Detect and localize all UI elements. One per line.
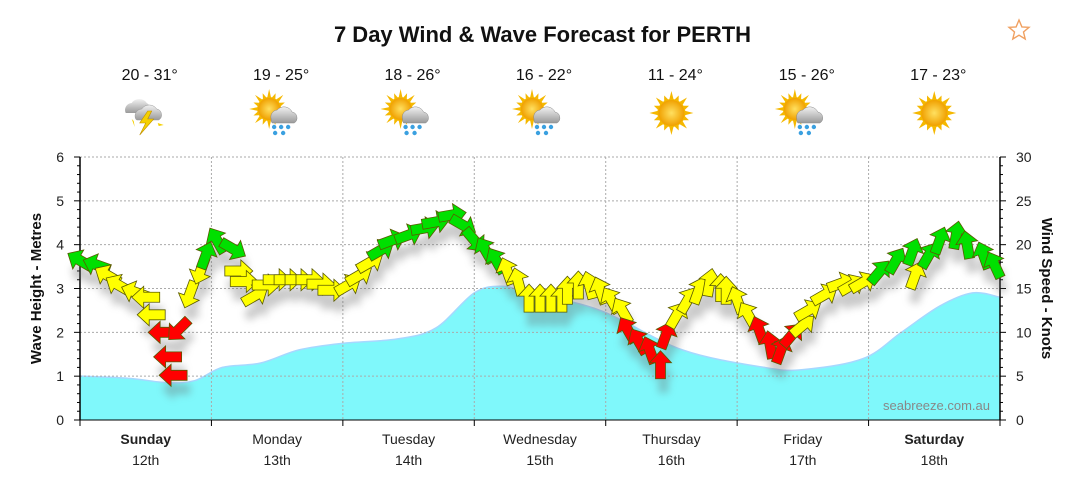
temperature-range: 11 - 24°: [648, 67, 703, 84]
storm-icon: [125, 98, 164, 136]
left-tick-label: 1: [56, 368, 64, 384]
wind-arrow-shadow: [869, 275, 893, 300]
wind-arrow: [158, 363, 188, 388]
temperature-range: 18 - 26°: [384, 67, 440, 84]
date-label: 18th: [921, 452, 948, 468]
right-tick-label: 10: [1016, 324, 1032, 340]
right-tick-label: 15: [1016, 281, 1032, 297]
date-label: 13th: [264, 452, 291, 468]
left-tick-label: 6: [56, 149, 64, 165]
date-label: 16th: [658, 452, 685, 468]
right-axis-title: Wind Speed - Knots: [1038, 218, 1055, 360]
date-label: 17th: [789, 452, 816, 468]
wind-arrow: [904, 261, 927, 291]
day-label: Sunday: [120, 431, 171, 447]
wind-arrow: [698, 267, 722, 298]
wind-arrow: [168, 315, 193, 341]
wind-arrow-shadow: [243, 298, 271, 321]
wind-arrows: [67, 202, 1006, 388]
left-axis-title: Wave Height - Metres: [28, 213, 45, 364]
wave-height-area: [80, 286, 1000, 420]
right-tick-label: 20: [1016, 237, 1032, 253]
wind-arrow: [131, 285, 161, 310]
temperature-range: 15 - 26°: [779, 67, 835, 84]
right-tick-label: 25: [1016, 193, 1032, 209]
wind-arrow-shadow: [171, 330, 196, 354]
sun-cloud-rain-icon: [774, 89, 823, 136]
day-label: Wednesday: [503, 431, 577, 447]
wind-arrow: [648, 350, 673, 380]
day-label: Friday: [783, 431, 822, 447]
wind-arrow: [901, 237, 925, 268]
right-tick-label: 30: [1016, 149, 1032, 165]
temperature-range: 20 - 31°: [122, 67, 178, 84]
temperature-range: 19 - 25°: [253, 67, 309, 84]
temperature-range: 16 - 22°: [516, 67, 572, 84]
day-label: Saturday: [904, 431, 964, 447]
wind-arrow: [944, 220, 969, 251]
date-label: 14th: [395, 452, 422, 468]
day-label: Monday: [252, 431, 302, 447]
left-tick-label: 4: [56, 237, 64, 253]
wave-height-line: [79, 285, 1001, 384]
left-tick-label: 5: [56, 193, 64, 209]
watermark: seabreeze.com.au: [883, 398, 990, 413]
wind-arrow-shadow: [791, 329, 817, 353]
day-label: Tuesday: [382, 431, 435, 447]
wind-arrow: [929, 226, 952, 256]
wind-arrow: [153, 344, 183, 369]
day-label: Thursday: [642, 431, 700, 447]
right-tick-label: 5: [1016, 368, 1024, 384]
wind-arrow: [793, 299, 821, 323]
wind-arrow: [177, 279, 201, 309]
star-outline-icon[interactable]: [1007, 18, 1031, 42]
date-label: 15th: [526, 452, 553, 468]
wind-arrow: [218, 237, 246, 261]
sun-cloud-rain-icon: [249, 89, 298, 136]
wind-arrow: [136, 302, 166, 327]
left-tick-label: 0: [56, 412, 64, 428]
sun-cloud-rain-icon: [380, 89, 429, 136]
left-tick-label: 2: [56, 324, 64, 340]
wind-arrow: [983, 251, 1006, 281]
sun-icon: [649, 91, 694, 135]
wind-arrow: [884, 247, 908, 276]
wind-arrow: [714, 275, 739, 305]
wind-arrow: [611, 297, 635, 326]
sun-icon: [912, 91, 957, 135]
wind-arrow: [195, 241, 218, 271]
right-tick-label: 0: [1016, 412, 1024, 428]
sun-cloud-rain-icon: [512, 89, 561, 136]
left-tick-label: 3: [56, 281, 64, 297]
temperature-range: 17 - 23°: [910, 67, 966, 84]
chart-title: 7 Day Wind & Wave Forecast for PERTH: [333, 22, 752, 47]
wind-arrow-shadow: [887, 262, 910, 290]
date-label: 12th: [132, 452, 159, 468]
